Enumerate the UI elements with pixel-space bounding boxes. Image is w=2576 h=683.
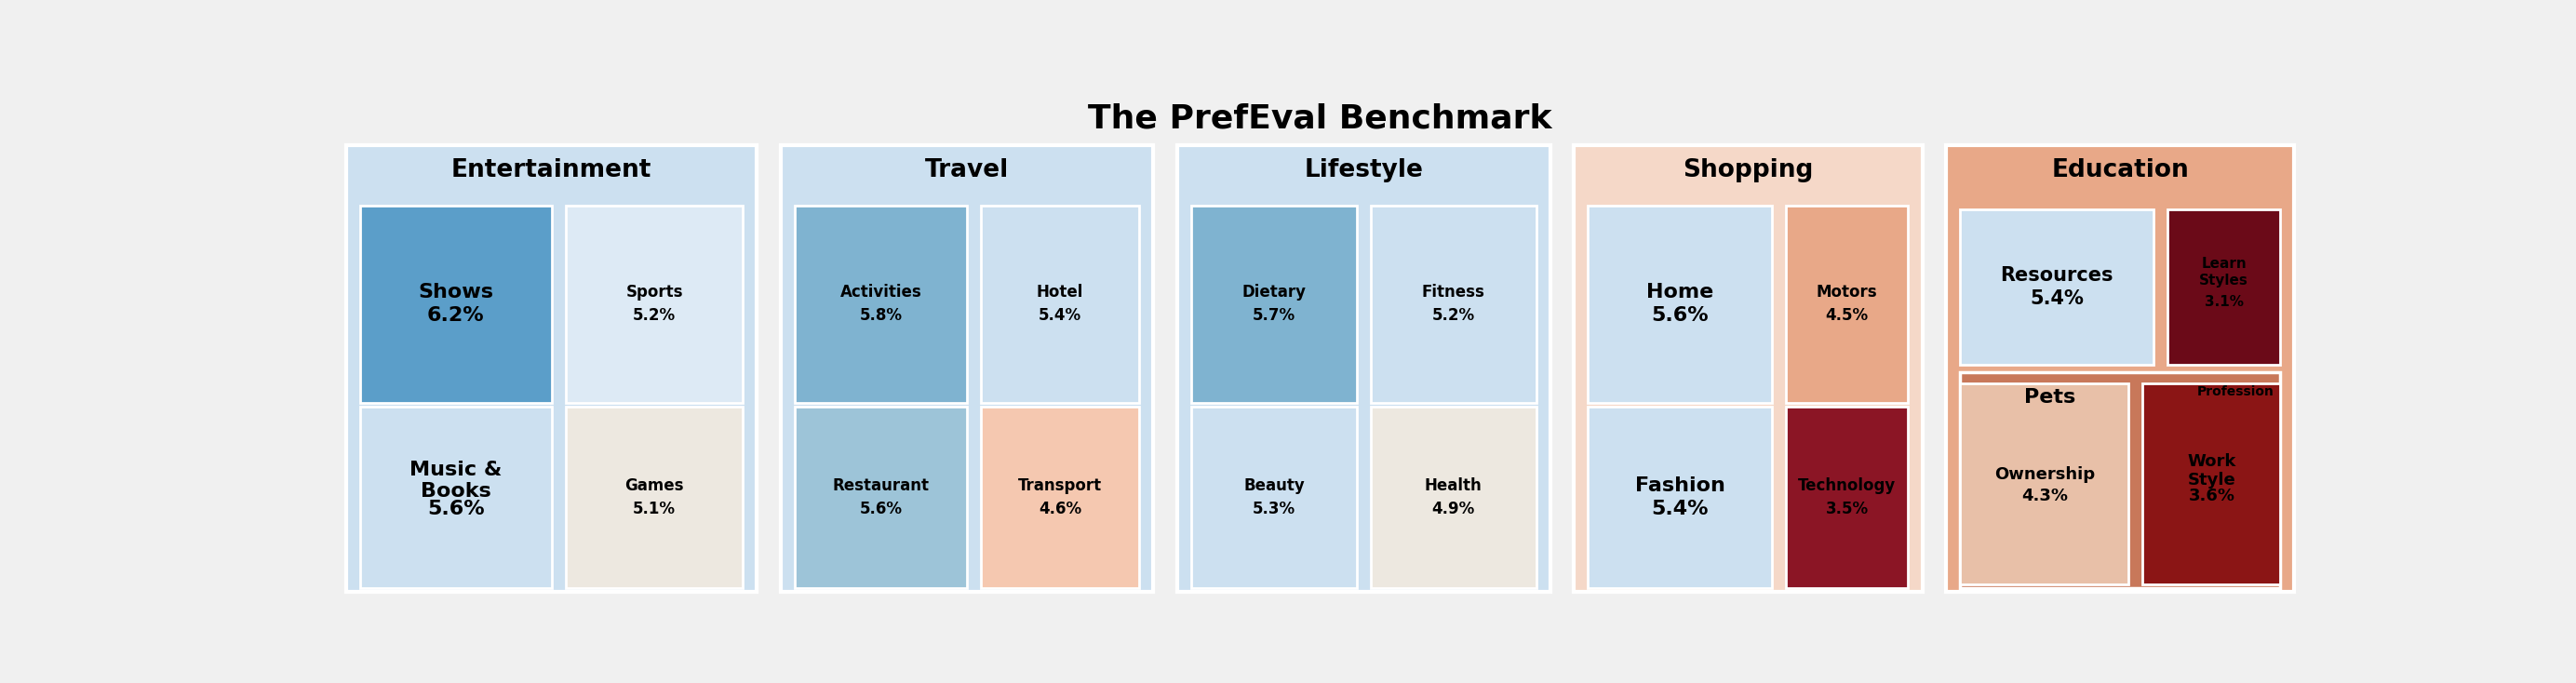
Text: 3.5%: 3.5%	[1826, 501, 1868, 517]
Bar	[981, 406, 1139, 589]
Bar	[361, 406, 551, 589]
Bar	[1190, 206, 1358, 403]
Text: Fitness: Fitness	[1422, 284, 1484, 301]
Bar	[1785, 206, 1909, 403]
Bar	[1960, 209, 2154, 365]
Bar	[1785, 406, 1909, 589]
Text: Music &
Books: Music & Books	[410, 460, 502, 501]
Text: Health: Health	[1425, 477, 1481, 494]
Text: 5.2%: 5.2%	[1432, 307, 1476, 324]
Text: 5.6%: 5.6%	[1651, 307, 1708, 325]
Text: 5.1%: 5.1%	[634, 501, 675, 517]
Text: Pets: Pets	[2025, 388, 2076, 406]
Text: The PrefEval Benchmark: The PrefEval Benchmark	[1087, 103, 1553, 135]
Text: 5.4%: 5.4%	[1038, 307, 1082, 324]
Bar	[1190, 406, 1358, 589]
Bar	[361, 206, 551, 403]
Bar	[796, 206, 966, 403]
Bar	[2143, 383, 2280, 585]
Text: Learn
Styles: Learn Styles	[2200, 257, 2249, 288]
Text: 3.6%: 3.6%	[2187, 487, 2236, 504]
Text: Beauty: Beauty	[1244, 477, 1303, 494]
Bar	[1587, 406, 1772, 589]
Bar	[567, 406, 742, 589]
Text: Lifestyle: Lifestyle	[1303, 158, 1422, 182]
Bar	[567, 206, 742, 403]
Bar	[1370, 206, 1535, 403]
Text: 5.7%: 5.7%	[1252, 307, 1296, 324]
Bar	[1960, 383, 2128, 585]
Text: 4.5%: 4.5%	[1826, 307, 1868, 324]
Bar	[345, 145, 757, 592]
Text: Shopping: Shopping	[1682, 158, 1814, 182]
Text: 5.4%: 5.4%	[1651, 500, 1708, 518]
Text: Profession: Profession	[2197, 385, 2275, 398]
Text: 5.2%: 5.2%	[634, 307, 675, 324]
Text: Transport: Transport	[1018, 477, 1103, 494]
Text: Motors: Motors	[1816, 284, 1878, 301]
Bar	[1370, 406, 1535, 589]
Bar	[796, 406, 966, 589]
Text: 5.6%: 5.6%	[428, 500, 484, 518]
Text: 4.6%: 4.6%	[1038, 501, 1082, 517]
Bar	[1587, 206, 1772, 403]
Bar	[781, 145, 1154, 592]
Text: 5.6%: 5.6%	[860, 501, 902, 517]
Bar	[1177, 145, 1551, 592]
Text: Restaurant: Restaurant	[832, 477, 930, 494]
Text: Resources: Resources	[1999, 266, 2112, 285]
Text: Shows: Shows	[417, 283, 495, 302]
Text: Sports: Sports	[626, 284, 683, 301]
Text: 6.2%: 6.2%	[428, 307, 484, 325]
Text: 5.4%: 5.4%	[2030, 290, 2084, 308]
Text: Education: Education	[2050, 158, 2190, 182]
Text: 4.3%: 4.3%	[2022, 487, 2069, 504]
Text: Work
Style: Work Style	[2187, 453, 2236, 489]
Bar	[981, 206, 1139, 403]
Text: 3.1%: 3.1%	[2205, 295, 2244, 309]
Text: 5.3%: 5.3%	[1252, 501, 1296, 517]
Text: Dietary: Dietary	[1242, 284, 1306, 301]
Text: Technology: Technology	[1798, 477, 1896, 494]
Bar	[1574, 145, 1922, 592]
Text: 4.9%: 4.9%	[1432, 501, 1476, 517]
Text: Fashion: Fashion	[1636, 477, 1726, 495]
Text: Activities: Activities	[840, 284, 922, 301]
Bar	[1960, 372, 2280, 589]
Bar	[2166, 209, 2280, 365]
Text: Games: Games	[626, 477, 683, 494]
Text: Home: Home	[1646, 283, 1713, 302]
Text: Entertainment: Entertainment	[451, 158, 652, 182]
Bar	[1947, 145, 2295, 592]
Text: Travel: Travel	[925, 158, 1010, 182]
Text: Hotel: Hotel	[1036, 284, 1084, 301]
Text: Ownership: Ownership	[1994, 466, 2094, 483]
Text: 5.8%: 5.8%	[860, 307, 902, 324]
